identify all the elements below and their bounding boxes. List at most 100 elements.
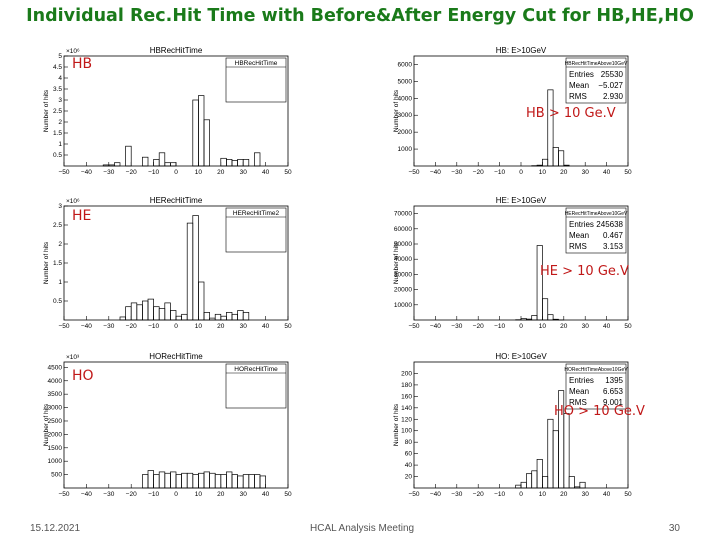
histogram-bin (153, 159, 160, 167)
x-tick-label: −30 (103, 169, 114, 176)
stats-box-title: HBRecHitTimeAbove10GeV (565, 61, 628, 67)
y-tick-label: 4500 (48, 364, 63, 371)
x-tick-label: 30 (240, 491, 248, 498)
histogram-bin (568, 476, 575, 489)
stats-label: RMS (569, 398, 587, 407)
y-tick-label: 5000 (398, 78, 413, 85)
histogram-bin (130, 302, 138, 321)
histogram-bin (125, 306, 132, 321)
histogram-bin (536, 245, 543, 321)
histogram-bin (142, 300, 149, 321)
x-tick-label: −30 (451, 169, 462, 176)
y-tick-label: 2.5 (53, 108, 62, 115)
histogram-bin (563, 164, 570, 167)
stats-label: Entries (569, 220, 594, 229)
y-axis-label: Number of hits (43, 89, 50, 132)
y-tick-label: 50000 (394, 241, 412, 248)
stats-value: 25530 (601, 70, 624, 79)
x-tick-label: 10 (195, 491, 203, 498)
y-tick-label: 3.5 (53, 86, 62, 93)
y-tick-label: 180 (401, 382, 412, 389)
y-tick-label: 1000 (48, 458, 63, 465)
histogram-bin (164, 302, 171, 321)
y-axis-exponent: ×10⁶ (66, 48, 80, 55)
histogram-bin (181, 472, 188, 489)
y-axis-label: Number of hits (393, 89, 400, 132)
histogram-title: HO: E>10GeV (495, 352, 547, 361)
histogram-bin (170, 310, 177, 321)
x-tick-label: 30 (582, 323, 590, 330)
x-tick-label: −10 (494, 169, 505, 176)
histogram-bin (170, 471, 177, 489)
y-tick-label: 4 (58, 75, 62, 82)
x-tick-label: 40 (603, 169, 611, 176)
x-tick-label: 50 (284, 491, 292, 498)
y-tick-label: 1.5 (53, 130, 62, 137)
histogram-bin (520, 318, 527, 321)
histogram-bin (536, 164, 543, 167)
histogram-bin (237, 475, 244, 489)
x-tick-label: 20 (217, 491, 225, 498)
slide-title: Individual Rec.Hit Time with Before&Afte… (26, 6, 694, 26)
stats-value: 2.930 (603, 92, 624, 101)
x-tick-label: 50 (284, 323, 292, 330)
ho-histogram-panel: HORecHitTime Number of hits ×10³ −50 −40 −30 −… (40, 348, 300, 510)
stats-value: 9.001 (603, 398, 624, 407)
histogram-bin (203, 471, 210, 489)
y-axis-label: Number of hits (43, 241, 50, 284)
y-tick-label: 100 (401, 428, 412, 435)
x-tick-label: 50 (284, 169, 292, 176)
histogram-bin (102, 164, 110, 167)
x-tick-label: 0 (519, 323, 523, 330)
x-tick-label: −40 (81, 491, 92, 498)
histogram-bin (542, 298, 549, 321)
histogram-bin (198, 281, 205, 321)
x-tick-label: 10 (195, 169, 203, 176)
page-number: 30 (668, 523, 680, 534)
histogram-bin (164, 162, 171, 167)
hb-cut-histogram-panel: HB: E>10GeV Number of hits −50 −40 −30 −20 −10… (390, 42, 640, 188)
y-tick-label: 20 (405, 474, 413, 481)
y-tick-label: 140 (401, 405, 412, 412)
histogram-bin (136, 304, 143, 321)
x-tick-label: −50 (58, 323, 69, 330)
histogram-bin (153, 306, 160, 321)
histogram-title: HBRecHitTime (150, 46, 203, 55)
y-tick-label: 3000 (398, 112, 413, 119)
stats-label: Entries (569, 376, 594, 385)
x-tick-label: 50 (624, 491, 632, 498)
x-tick-label: −50 (58, 169, 69, 176)
histogram-bin (242, 474, 250, 489)
x-tick-label: −40 (430, 491, 441, 498)
x-tick-label: −20 (473, 169, 484, 176)
histogram-bin (552, 430, 559, 489)
histogram-bin (574, 486, 581, 489)
y-tick-label: 20000 (394, 287, 412, 294)
x-tick-label: −30 (451, 323, 462, 330)
y-tick-label: 4000 (48, 378, 63, 385)
histogram-bin (515, 484, 522, 489)
histogram-bin (231, 474, 238, 489)
histogram-bin (552, 147, 559, 167)
histogram-bin (175, 315, 182, 321)
y-tick-label: 2 (58, 119, 62, 126)
x-tick-label: 30 (582, 491, 590, 498)
stats-box (225, 207, 287, 253)
histogram-bin (220, 157, 227, 167)
stats-value: −5.027 (598, 81, 623, 90)
stats-value: 1395 (605, 376, 623, 385)
x-tick-label: −40 (81, 169, 92, 176)
stats-box-title: HORecHitTime (234, 366, 278, 373)
histogram-bin (520, 481, 527, 489)
x-tick-label: 40 (262, 169, 270, 176)
histogram-bin (547, 418, 554, 489)
histogram-bin (192, 215, 199, 321)
x-tick-label: 20 (560, 323, 568, 330)
y-tick-label: 2000 (48, 431, 63, 438)
y-tick-label: 1500 (48, 445, 63, 452)
histogram-bin (242, 312, 250, 321)
histogram-bin (526, 473, 533, 489)
histogram-bin (119, 316, 126, 321)
y-tick-label: 4.5 (53, 64, 62, 71)
histogram-bin (142, 156, 149, 167)
